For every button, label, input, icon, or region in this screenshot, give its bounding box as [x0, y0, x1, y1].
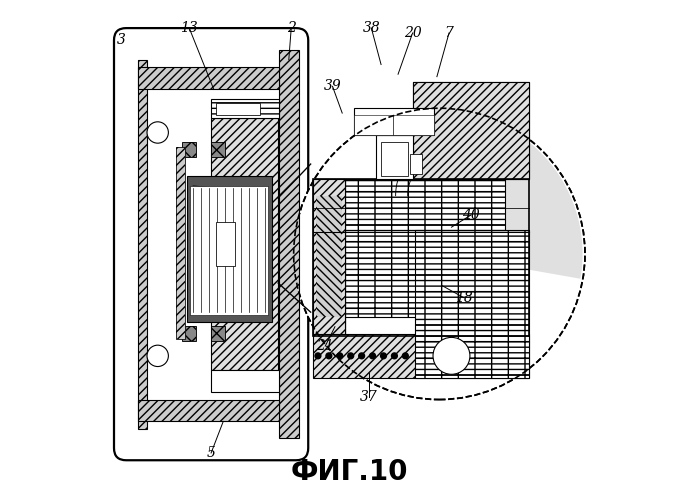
- Bar: [315, 195, 343, 317]
- Text: ФИГ.10: ФИГ.10: [291, 459, 408, 487]
- Bar: [138, 60, 147, 429]
- Bar: [279, 50, 299, 438]
- Circle shape: [315, 353, 321, 359]
- Bar: [354, 108, 435, 135]
- FancyBboxPatch shape: [140, 82, 285, 407]
- Bar: [313, 334, 529, 378]
- Bar: [211, 118, 278, 370]
- Circle shape: [380, 353, 387, 359]
- Bar: [216, 104, 259, 115]
- Text: 38: 38: [363, 21, 380, 35]
- Bar: [412, 82, 529, 179]
- Bar: [415, 230, 529, 378]
- Text: 21: 21: [317, 339, 334, 353]
- Circle shape: [359, 353, 365, 359]
- Bar: [394, 115, 435, 135]
- Text: 20: 20: [404, 26, 421, 40]
- Circle shape: [433, 337, 470, 374]
- Bar: [313, 179, 345, 336]
- Circle shape: [326, 353, 332, 359]
- Bar: [412, 82, 529, 179]
- Text: 13: 13: [180, 21, 198, 35]
- Bar: [138, 67, 279, 89]
- Bar: [176, 147, 185, 339]
- Text: 5: 5: [207, 446, 215, 460]
- Bar: [345, 179, 505, 317]
- Bar: [211, 142, 224, 157]
- Bar: [313, 179, 345, 336]
- Circle shape: [403, 353, 408, 359]
- Circle shape: [337, 353, 343, 359]
- Bar: [211, 99, 279, 118]
- Bar: [315, 195, 343, 317]
- Text: 3: 3: [117, 33, 126, 47]
- Bar: [313, 334, 529, 378]
- Bar: [376, 135, 412, 179]
- Circle shape: [147, 345, 168, 367]
- Bar: [190, 186, 268, 315]
- Bar: [345, 179, 505, 317]
- Bar: [345, 179, 505, 317]
- Text: 39: 39: [324, 80, 341, 93]
- Bar: [313, 179, 529, 336]
- Wedge shape: [440, 110, 582, 279]
- Bar: [313, 179, 345, 336]
- Bar: [412, 82, 529, 179]
- Bar: [211, 370, 279, 392]
- Bar: [345, 179, 505, 317]
- Bar: [182, 142, 196, 157]
- Bar: [410, 154, 422, 174]
- Bar: [216, 222, 236, 266]
- Bar: [211, 142, 224, 157]
- Bar: [415, 230, 529, 378]
- Bar: [138, 67, 279, 89]
- Bar: [187, 176, 272, 322]
- Circle shape: [147, 122, 168, 143]
- Bar: [182, 327, 196, 341]
- Text: 7: 7: [445, 26, 454, 40]
- Text: 37: 37: [360, 390, 377, 404]
- Bar: [415, 230, 529, 378]
- Bar: [211, 327, 224, 341]
- Bar: [412, 82, 529, 179]
- Bar: [138, 400, 279, 421]
- Text: 40: 40: [462, 208, 480, 222]
- Bar: [211, 327, 224, 341]
- Text: 2: 2: [287, 21, 296, 35]
- Bar: [313, 179, 345, 336]
- Bar: [138, 60, 147, 429]
- Bar: [354, 115, 394, 135]
- Circle shape: [294, 108, 585, 400]
- Bar: [381, 142, 408, 176]
- Circle shape: [391, 353, 397, 359]
- Bar: [176, 147, 185, 339]
- Bar: [415, 230, 529, 378]
- Bar: [182, 327, 196, 341]
- Bar: [211, 118, 278, 370]
- Bar: [279, 50, 299, 438]
- Circle shape: [370, 353, 375, 359]
- Bar: [211, 99, 279, 118]
- Circle shape: [348, 353, 354, 359]
- Bar: [313, 179, 345, 336]
- Bar: [138, 400, 279, 421]
- Bar: [182, 142, 196, 157]
- Text: 18: 18: [455, 291, 473, 304]
- FancyBboxPatch shape: [114, 28, 308, 460]
